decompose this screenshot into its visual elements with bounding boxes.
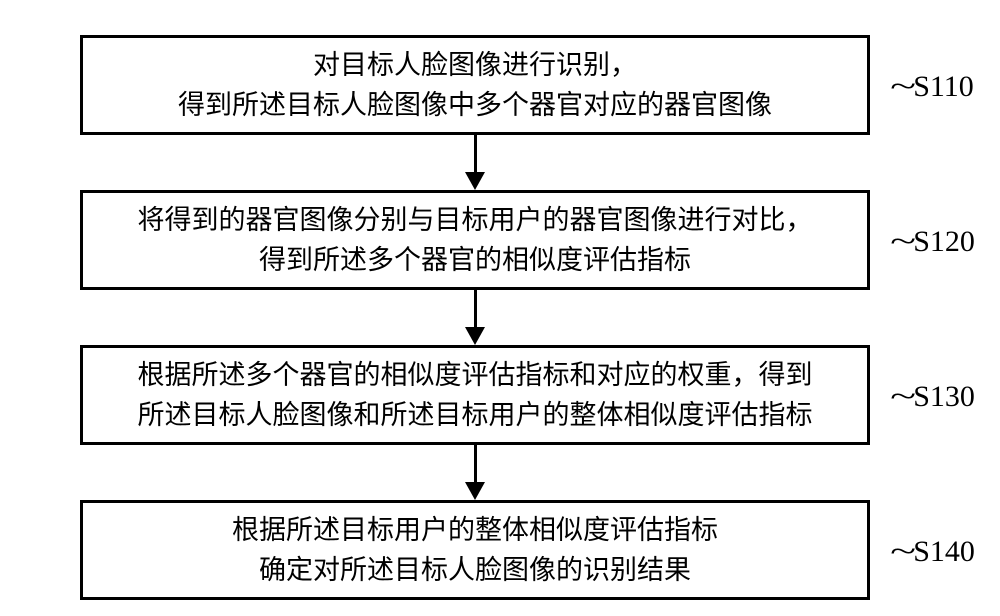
step-id: S140: [913, 535, 975, 568]
step-label-s130: ~S130: [895, 380, 975, 414]
step-label-s110: ~S110: [895, 70, 974, 104]
step-id: S110: [913, 70, 974, 103]
step-id: S120: [913, 225, 975, 258]
step-label-s120: ~S120: [895, 225, 975, 259]
step-text-line: 确定对所述目标人脸图像的识别结果: [259, 550, 691, 591]
step-text-line: 所述目标人脸图像和所述目标用户的整体相似度评估指标: [138, 395, 813, 436]
step-text-line: 得到所述多个器官的相似度评估指标: [259, 240, 691, 281]
flowchart-canvas: 对目标人脸图像进行识别， 得到所述目标人脸图像中多个器官对应的器官图像 ~S11…: [0, 0, 1000, 616]
step-id: S130: [913, 380, 975, 413]
step-box-s120: 将得到的器官图像分别与目标用户的器官图像进行对比， 得到所述多个器官的相似度评估…: [80, 190, 870, 290]
step-text-line: 将得到的器官图像分别与目标用户的器官图像进行对比，: [138, 200, 813, 241]
step-box-s110: 对目标人脸图像进行识别， 得到所述目标人脸图像中多个器官对应的器官图像: [80, 35, 870, 135]
step-text-line: 根据所述多个器官的相似度评估指标和对应的权重，得到: [138, 355, 813, 396]
step-text-line: 得到所述目标人脸图像中多个器官对应的器官图像: [178, 85, 772, 126]
step-box-s140: 根据所述目标用户的整体相似度评估指标 确定对所述目标人脸图像的识别结果: [80, 500, 870, 600]
step-box-s130: 根据所述多个器官的相似度评估指标和对应的权重，得到 所述目标人脸图像和所述目标用…: [80, 345, 870, 445]
step-label-s140: ~S140: [895, 535, 975, 569]
step-text-line: 对目标人脸图像进行识别，: [313, 45, 637, 86]
step-text-line: 根据所述目标用户的整体相似度评估指标: [232, 510, 718, 551]
